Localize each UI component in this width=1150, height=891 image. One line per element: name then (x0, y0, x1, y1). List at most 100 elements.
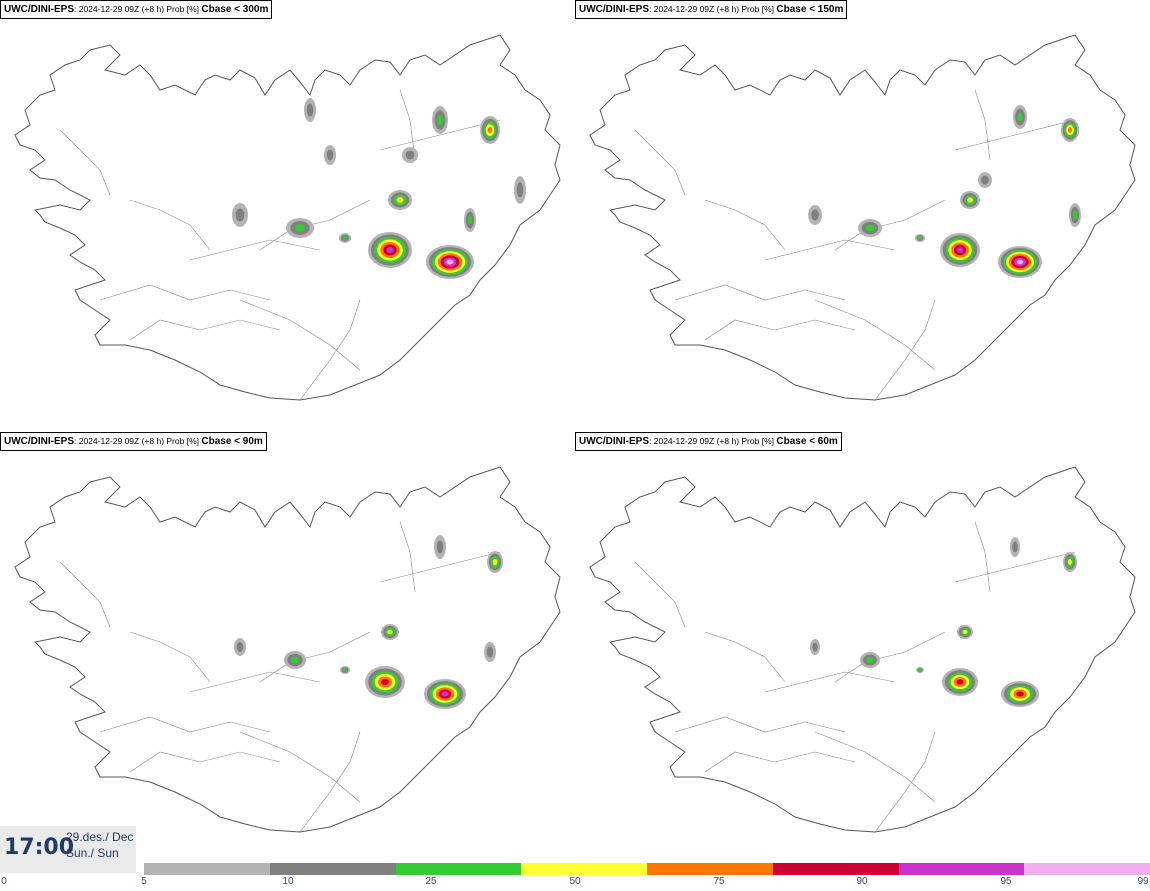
model-name: UWC/DINI-EPS (4, 4, 74, 15)
valid-time: 17:00 (4, 835, 75, 860)
region-boundary (954, 551, 1076, 583)
region-boundary (379, 119, 501, 151)
probability-colorbar (144, 863, 1150, 875)
iceland-map (14, 466, 561, 833)
probability-contour (1016, 259, 1024, 265)
region-boundary (399, 521, 416, 593)
probability-contour (387, 629, 393, 635)
probability-contour (342, 236, 348, 240)
region-boundary (189, 671, 321, 693)
colorbar-tick-label: 90 (856, 876, 868, 887)
region-boundary (299, 299, 361, 401)
probability-contour (486, 646, 494, 658)
probability-contour (956, 679, 964, 685)
region-boundary (129, 631, 211, 683)
region-boundary (399, 89, 416, 161)
region-boundary (704, 319, 856, 341)
iceland-map (589, 466, 1136, 833)
region-boundary (59, 561, 111, 628)
probability-contour (1012, 541, 1018, 553)
probability-contour (1016, 691, 1024, 697)
probability-contour (516, 182, 524, 198)
map-panel-60m: UWC/DINI-EPS: 2024-12-29 09Z (+8 h) Prob… (575, 432, 1150, 864)
probability-contour (236, 642, 244, 652)
probability-contour (294, 224, 306, 232)
colorbar-segment (898, 863, 1025, 875)
coastline (14, 466, 561, 833)
iceland-map (14, 34, 561, 401)
colorbar-tick-label: 25 (425, 876, 437, 887)
region-boundary (239, 299, 361, 371)
valid-date: 29.des./ Dec (66, 830, 134, 844)
colorbar-segment (395, 863, 522, 875)
coastline (589, 34, 1136, 401)
colorbar-segment (647, 863, 773, 875)
model-name: UWC/DINI-EPS (579, 436, 649, 447)
probability-contour (326, 149, 334, 161)
region-boundary (814, 731, 936, 803)
panel-title: UWC/DINI-EPS: 2024-12-29 09Z (+8 h) Prob… (0, 0, 273, 19)
probability-contour (235, 208, 245, 222)
panel-title: UWC/DINI-EPS: 2024-12-29 09Z (+8 h) Prob… (0, 432, 267, 451)
probability-contour (306, 103, 314, 117)
threshold-label: Cbase < 150m (776, 4, 844, 15)
valid-day: Sun./ Sun (66, 846, 119, 860)
colorbar-tick-label: 75 (713, 876, 725, 887)
probability-contour (405, 150, 415, 160)
colorbar-tick-label: 99 (1137, 876, 1149, 887)
region-boundary (834, 199, 946, 251)
threshold-label: Cbase < 60m (776, 436, 838, 447)
coastline (14, 34, 561, 401)
probability-contour (441, 691, 449, 697)
colorbar-tick-label: 50 (569, 876, 581, 887)
probability-contour (437, 114, 443, 126)
run-info: 2024-12-29 09Z (+8 h) Prob [%] (653, 4, 774, 14)
probability-contour (1067, 127, 1073, 133)
colorbar-segment (521, 863, 647, 875)
panel-title: UWC/DINI-EPS: 2024-12-29 09Z (+8 h) Prob… (575, 432, 842, 451)
region-boundary (259, 199, 371, 251)
region-boundary (634, 561, 686, 628)
region-boundary (834, 631, 946, 683)
region-boundary (974, 521, 991, 593)
probability-contour (492, 558, 498, 566)
probability-contour (446, 259, 454, 265)
colorbar-segment (1024, 863, 1150, 875)
region-boundary (704, 631, 786, 683)
probability-contour (967, 197, 973, 203)
probability-contour (1072, 210, 1078, 220)
panel-title: UWC/DINI-EPS: 2024-12-29 09Z (+8 h) Prob… (575, 0, 848, 19)
valid-time-box: 17:00 29.des./ Dec Sun./ Sun (0, 826, 136, 873)
map-panel-150m: UWC/DINI-EPS: 2024-12-29 09Z (+8 h) Prob… (575, 0, 1150, 432)
map-panel-300m: UWC/DINI-EPS: 2024-12-29 09Z (+8 h) Prob… (0, 0, 575, 432)
region-boundary (814, 299, 936, 371)
probability-contour (467, 215, 473, 225)
region-boundary (874, 731, 936, 833)
probability-contour (981, 175, 989, 185)
probability-contour (381, 678, 389, 686)
probability-contour (436, 540, 444, 554)
colorbar-tick-label: 0 (1, 876, 7, 887)
probability-contour (1017, 112, 1023, 122)
probability-contour (956, 247, 964, 253)
region-boundary (379, 551, 501, 583)
region-boundary (704, 199, 786, 251)
probability-contour (386, 247, 394, 253)
colorbar-segment (269, 863, 396, 875)
run-info: 2024-12-29 09Z (+8 h) Prob [%] (78, 436, 199, 446)
probability-contour (290, 656, 300, 664)
region-boundary (634, 129, 686, 196)
region-boundary (299, 731, 361, 833)
probability-contour (865, 224, 875, 232)
threshold-label: Cbase < 300m (201, 4, 269, 15)
region-boundary (704, 751, 856, 773)
colorbar-tick-label: 5 (141, 876, 147, 887)
colorbar-tick-label: 10 (282, 876, 294, 887)
threshold-label: Cbase < 90m (201, 436, 263, 447)
probability-contour (811, 209, 819, 221)
run-info: 2024-12-29 09Z (+8 h) Prob [%] (78, 4, 199, 14)
probability-contour (812, 642, 818, 652)
model-name: UWC/DINI-EPS (4, 436, 74, 447)
run-info: 2024-12-29 09Z (+8 h) Prob [%] (653, 436, 774, 446)
probability-contour (866, 657, 874, 663)
